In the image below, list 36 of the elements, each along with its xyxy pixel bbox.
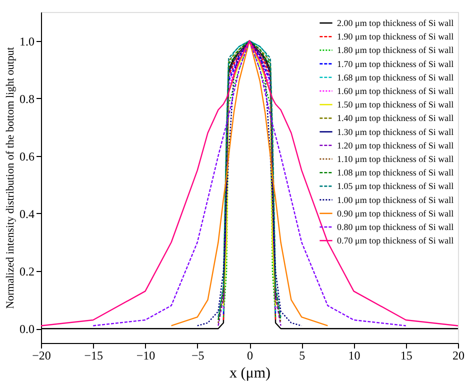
x-tick-label: 20	[452, 348, 464, 362]
legend-label: 1.10 μm top thickness of Si wall	[337, 154, 454, 164]
legend-label: 1.50 μm top thickness of Si wall	[337, 100, 454, 110]
x-tick-label: −15	[84, 348, 104, 362]
y-tick-label: 0.2	[20, 264, 34, 279]
legend-label: 1.20 μm top thickness of Si wall	[337, 140, 454, 150]
legend-label: 1.30 μm top thickness of Si wall	[337, 126, 454, 137]
legend-label: 1.05 μm top thickness of Si wall	[337, 181, 454, 192]
x-tick-label: 15	[400, 348, 412, 362]
x-tick-label: 10	[348, 348, 360, 362]
legend-label: 0.80 μm top thickness of Si wall	[337, 222, 454, 232]
legend-label: 0.70 μm top thickness of Si wall	[337, 236, 454, 246]
y-tick-label: 0.8	[20, 92, 34, 106]
x-tick-label: −5	[191, 348, 204, 362]
line-series	[196, 40, 302, 326]
legend-label: 1.40 μm top thickness of Si wall	[337, 113, 454, 124]
legend-label: 1.70 μm top thickness of Si wall	[337, 58, 454, 69]
x-axis-title: x (μm)	[230, 366, 270, 382]
legend-label: 1.68 μm top thickness of Si wall	[337, 72, 454, 82]
legend-label: 1.00 μm top thickness of Si wall	[337, 194, 454, 205]
y-axis-title: Normalized intensity distribution of the bottom light output	[4, 47, 16, 309]
legend-label: 2.00 μm top thickness of Si wall	[337, 18, 454, 28]
y-tick-label: 0.4	[20, 206, 34, 221]
x-tick-label: 0	[247, 348, 253, 362]
y-tick-label: 0.6	[20, 149, 34, 164]
y-tick-label: 1.0	[20, 34, 34, 48]
legend-label: 1.90 μm top thickness of Si wall	[337, 32, 454, 42]
x-tick-label: 5	[299, 348, 306, 362]
legend-label: 1.08 μm top thickness of Si wall	[337, 168, 454, 178]
x-tick-label: −10	[136, 348, 156, 362]
line-series	[170, 40, 328, 326]
y-tick-label: 0.0	[20, 322, 34, 336]
legend-label: 0.90 μm top thickness of Si wall	[337, 208, 454, 218]
legend-label: 1.80 μm top thickness of Si wall	[337, 45, 454, 56]
x-tick-label: −20	[32, 348, 51, 362]
legend-label: 1.60 μm top thickness of Si wall	[337, 86, 454, 96]
